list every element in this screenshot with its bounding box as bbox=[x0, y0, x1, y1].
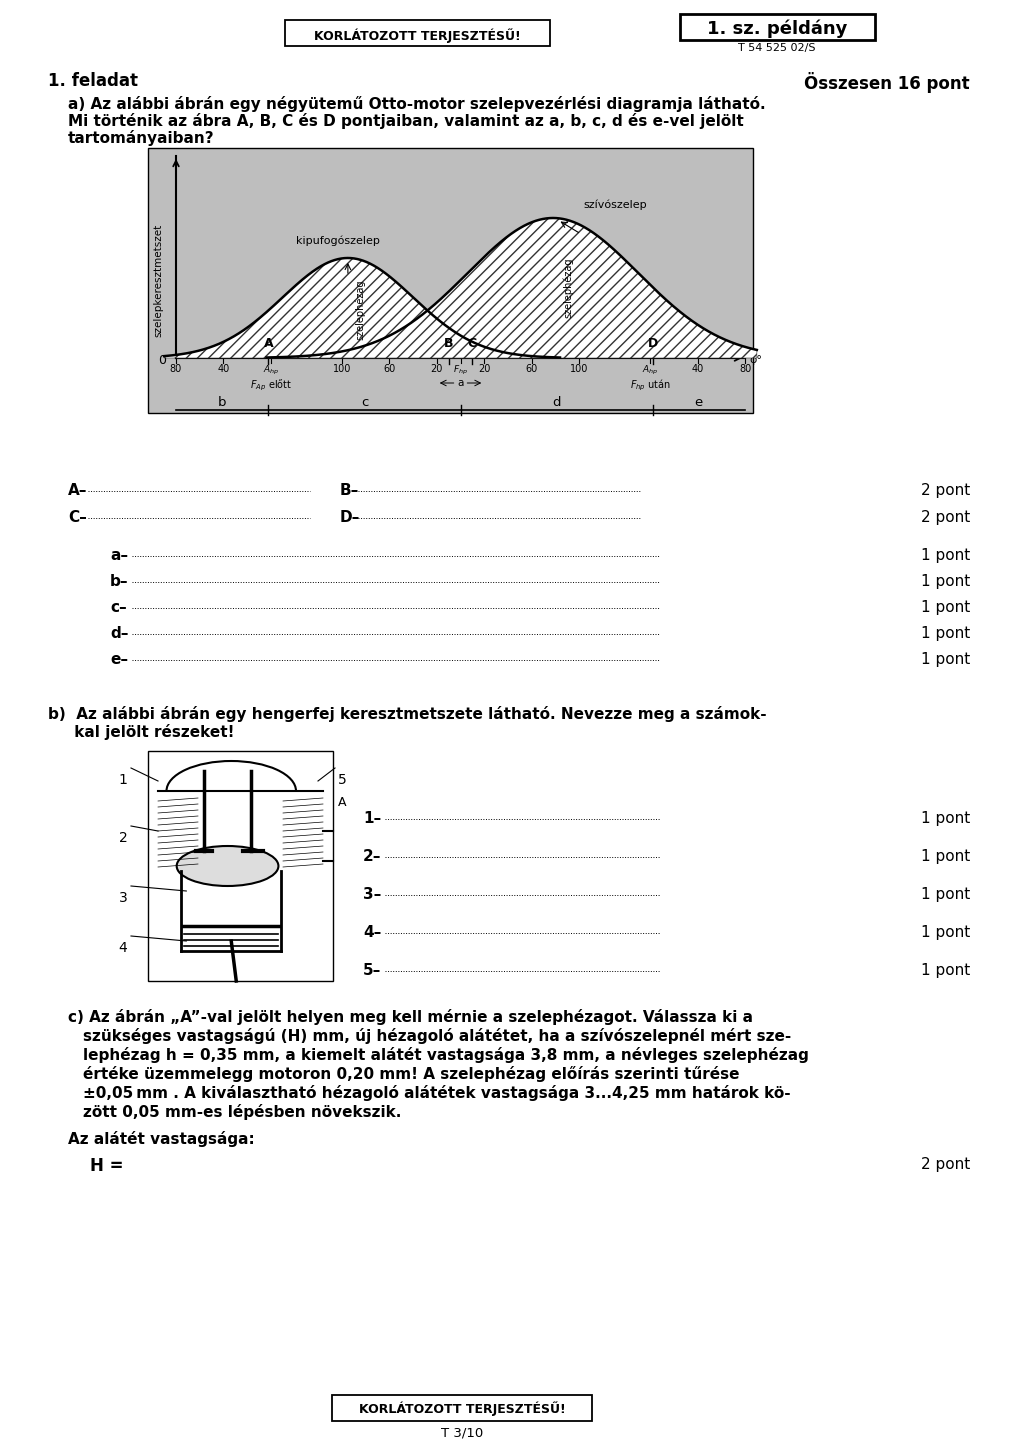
Text: B: B bbox=[443, 337, 454, 350]
Text: D: D bbox=[647, 337, 657, 350]
Text: 1 pont: 1 pont bbox=[921, 601, 970, 615]
Text: 4–: 4– bbox=[362, 925, 381, 941]
Text: b–: b– bbox=[110, 574, 129, 589]
Text: b)  Az alábbi ábrán egy hengerfej keresztmetszete látható. Nevezze meg a számok-: b) Az alábbi ábrán egy hengerfej kereszt… bbox=[48, 706, 767, 722]
Text: 1 pont: 1 pont bbox=[921, 548, 970, 563]
Text: szelephézag: szelephézag bbox=[354, 279, 366, 340]
Text: 2 pont: 2 pont bbox=[921, 509, 970, 525]
Text: 1 pont: 1 pont bbox=[921, 964, 970, 978]
Text: T 54 525 02/S: T 54 525 02/S bbox=[738, 43, 816, 54]
Text: c: c bbox=[360, 396, 369, 410]
Text: szelepkeresztmetszet: szelepkeresztmetszet bbox=[153, 223, 163, 337]
Text: szükséges vastagságú (H) mm, új hézagoló alátétet, ha a szívószelepnél mért sze-: szükséges vastagságú (H) mm, új hézagoló… bbox=[83, 1027, 792, 1043]
Text: értéke üzemmelegg motoron 0,20 mm! A szelephézag előírás szerinti tűrése: értéke üzemmelegg motoron 0,20 mm! A sze… bbox=[83, 1066, 739, 1082]
Text: KORLÁTOZOTT TERJESZTÉSŰ!: KORLÁTOZOTT TERJESZTÉSŰ! bbox=[313, 29, 520, 43]
Text: 5–: 5– bbox=[362, 964, 381, 978]
Text: a) Az alábbi ábrán egy négyütemű Otto-motor szelepvezérlési diagramja látható.: a) Az alábbi ábrán egy négyütemű Otto-mo… bbox=[68, 96, 766, 111]
Bar bbox=[332, 1395, 592, 1421]
Text: 1 pont: 1 pont bbox=[921, 627, 970, 641]
Text: T 3/10: T 3/10 bbox=[441, 1427, 483, 1440]
Text: 1: 1 bbox=[119, 773, 127, 787]
Text: 4: 4 bbox=[119, 941, 127, 955]
Text: 40: 40 bbox=[691, 365, 703, 373]
Text: 0: 0 bbox=[158, 353, 166, 366]
Text: tartományaiban?: tartományaiban? bbox=[68, 130, 215, 146]
Text: c–: c– bbox=[110, 601, 127, 615]
Text: 60: 60 bbox=[525, 365, 538, 373]
Text: 1. sz. példány: 1. sz. példány bbox=[707, 20, 847, 38]
Text: 100: 100 bbox=[333, 365, 351, 373]
Text: 80: 80 bbox=[170, 365, 182, 373]
Text: zött 0,05 mm-es lépésben növekszik.: zött 0,05 mm-es lépésben növekszik. bbox=[83, 1104, 401, 1120]
Text: A: A bbox=[263, 337, 273, 350]
Text: $A_{hp}$: $A_{hp}$ bbox=[642, 365, 658, 378]
Text: a: a bbox=[458, 378, 464, 388]
Text: φ°: φ° bbox=[749, 355, 762, 365]
Text: 5: 5 bbox=[338, 773, 347, 787]
Text: 80: 80 bbox=[739, 365, 752, 373]
Text: D–: D– bbox=[340, 509, 360, 525]
Text: 1 pont: 1 pont bbox=[921, 849, 970, 864]
Text: 3–: 3– bbox=[362, 887, 381, 901]
Text: lephézag h = 0,35 mm, a kiemelt alátét vastagsága 3,8 mm, a névleges szelephézag: lephézag h = 0,35 mm, a kiemelt alátét v… bbox=[83, 1048, 809, 1064]
Text: a–: a– bbox=[110, 548, 128, 563]
Text: KORLÁTOZOTT TERJESZTÉSŰ!: KORLÁTOZOTT TERJESZTÉSŰ! bbox=[358, 1402, 565, 1417]
Text: Összesen 16 pont: Összesen 16 pont bbox=[805, 72, 970, 93]
Text: 100: 100 bbox=[569, 365, 588, 373]
Text: kipufogószelep: kipufogószelep bbox=[296, 236, 380, 246]
Text: 1 pont: 1 pont bbox=[921, 925, 970, 941]
Bar bbox=[680, 14, 874, 41]
Text: e–: e– bbox=[110, 653, 128, 667]
Text: 1 pont: 1 pont bbox=[921, 653, 970, 667]
Text: B–: B– bbox=[340, 483, 359, 498]
Text: ±0,05 mm . A kiválasztható hézagoló alátétek vastagsága 3...4,25 mm határok kö-: ±0,05 mm . A kiválasztható hézagoló alát… bbox=[83, 1085, 791, 1101]
Text: $F_{hp}$: $F_{hp}$ bbox=[453, 365, 468, 378]
Text: 2 pont: 2 pont bbox=[921, 1158, 970, 1172]
Text: $F_{Ap}$ előtt: $F_{Ap}$ előtt bbox=[250, 378, 292, 394]
Text: kal jelölt részeket!: kal jelölt részeket! bbox=[48, 724, 234, 739]
Text: 1 pont: 1 pont bbox=[921, 574, 970, 589]
Ellipse shape bbox=[177, 846, 279, 886]
Text: 40: 40 bbox=[217, 365, 229, 373]
Text: $A_{hp}$: $A_{hp}$ bbox=[262, 365, 279, 378]
Text: 3: 3 bbox=[119, 891, 127, 904]
Text: Az alátét vastagsága:: Az alátét vastagsága: bbox=[68, 1132, 255, 1147]
Text: 1–: 1– bbox=[362, 810, 381, 826]
Text: Mi történik az ábra A, B, C és D pontjaiban, valamint az a, b, c, d és e-vel jel: Mi történik az ábra A, B, C és D pontjai… bbox=[68, 113, 743, 129]
Text: d–: d– bbox=[110, 627, 128, 641]
Text: C: C bbox=[468, 337, 477, 350]
Text: 2–: 2– bbox=[362, 849, 382, 864]
Text: A–: A– bbox=[68, 483, 87, 498]
Text: szelephézag: szelephézag bbox=[563, 258, 573, 318]
Text: C–: C– bbox=[68, 509, 87, 525]
Text: A: A bbox=[338, 796, 346, 809]
Text: H =: H = bbox=[90, 1158, 124, 1175]
Text: szívószelep: szívószelep bbox=[583, 200, 646, 210]
Bar bbox=[148, 751, 333, 981]
Text: 1. feladat: 1. feladat bbox=[48, 72, 138, 90]
Text: 1 pont: 1 pont bbox=[921, 810, 970, 826]
Text: 1 pont: 1 pont bbox=[921, 887, 970, 901]
Text: $F_{hp}$ után: $F_{hp}$ után bbox=[630, 378, 671, 394]
Text: b: b bbox=[218, 396, 226, 410]
Text: 2: 2 bbox=[119, 831, 127, 845]
Text: 20: 20 bbox=[431, 365, 443, 373]
Text: e: e bbox=[694, 396, 702, 410]
Bar bbox=[285, 20, 550, 46]
Text: d: d bbox=[552, 396, 561, 410]
Text: c) Az ábrán „A”-val jelölt helyen meg kell mérnie a szelephézagot. Válassza ki a: c) Az ábrán „A”-val jelölt helyen meg ke… bbox=[68, 1009, 753, 1024]
Text: 60: 60 bbox=[383, 365, 395, 373]
Text: 2 pont: 2 pont bbox=[921, 483, 970, 498]
Bar bbox=[148, 148, 753, 412]
Text: 20: 20 bbox=[478, 365, 490, 373]
